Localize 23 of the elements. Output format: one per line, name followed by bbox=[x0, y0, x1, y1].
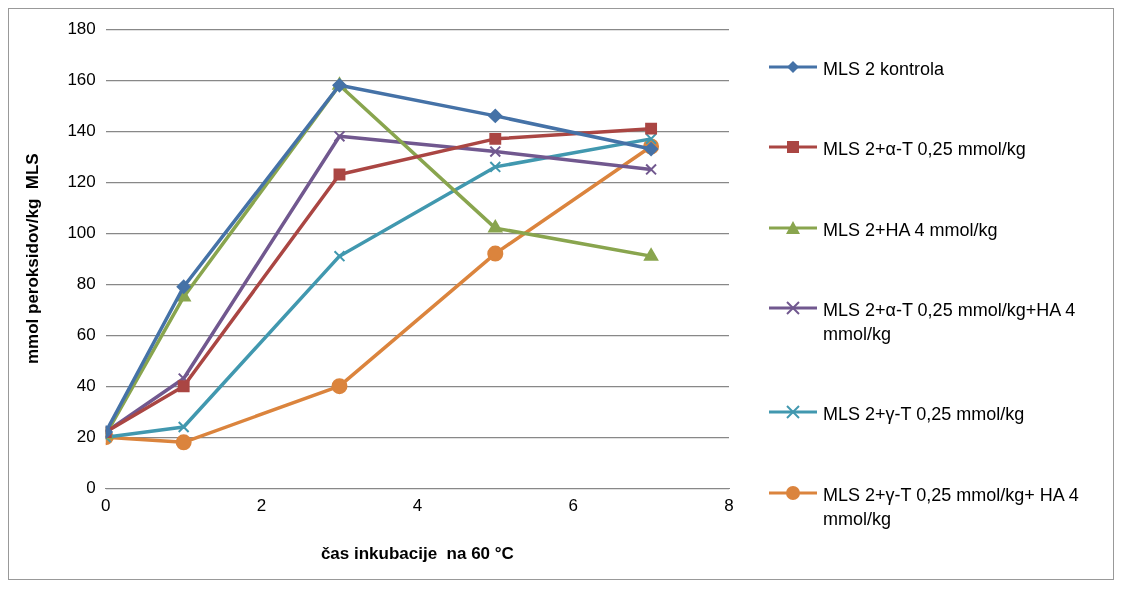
y-tick-label: 40 bbox=[76, 375, 96, 395]
legend-label: MLS 2+γ-T 0,25 mmol/kg+ HA 4 mmol/kg bbox=[823, 483, 1080, 531]
legend-label: MLS 2+γ-T 0,25 mmol/kg bbox=[823, 403, 1025, 427]
x-tick-label: 2 bbox=[256, 496, 267, 516]
x-tick-label: 4 bbox=[412, 496, 423, 516]
x-tick-label: 6 bbox=[568, 496, 578, 516]
y-tick-label: 140 bbox=[67, 120, 96, 140]
y-axis-title: mmol peroksidov/kg MLS bbox=[22, 153, 42, 365]
y-tick-label: 80 bbox=[76, 273, 96, 293]
legend-label: MLS 2+HA 4 mmol/kg bbox=[823, 218, 998, 242]
y-tick-label: 160 bbox=[67, 69, 96, 89]
y-tick-label: 0 bbox=[86, 477, 96, 497]
legend-label: MLS 2 kontrola bbox=[823, 58, 945, 82]
x-axis-title: čas inkubacije na 60 °C bbox=[320, 544, 514, 564]
y-tick-label: 20 bbox=[76, 426, 96, 446]
x-tick-label: 8 bbox=[724, 496, 734, 516]
y-tick-label: 100 bbox=[67, 222, 96, 242]
y-tick-label: 120 bbox=[67, 171, 96, 191]
y-tick-label: 60 bbox=[76, 324, 96, 344]
y-tick-label: 180 bbox=[67, 18, 96, 38]
x-tick-label: 0 bbox=[101, 496, 111, 516]
legend-label: MLS 2+α-T 0,25 mmol/kg+HA 4 mmol/kg bbox=[823, 299, 1077, 347]
legend-label: MLS 2+α-T 0,25 mmol/kg bbox=[823, 138, 1026, 162]
